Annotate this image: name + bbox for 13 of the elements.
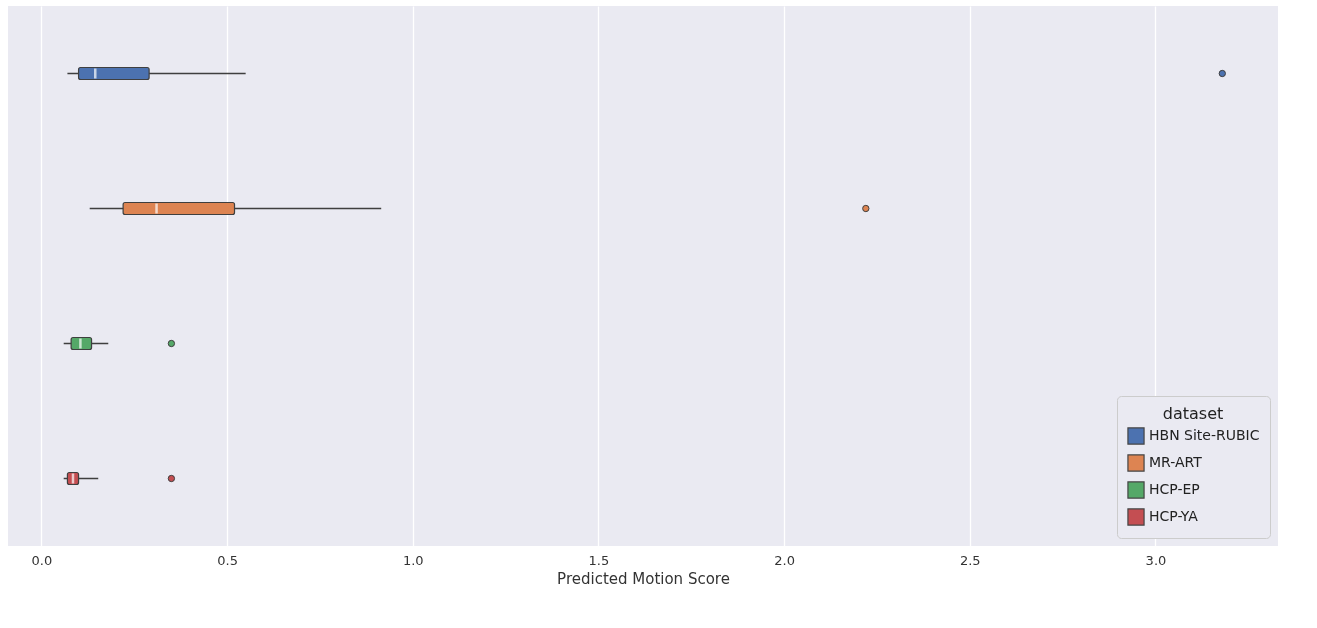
x-tick-label: 2.5	[959, 552, 981, 568]
legend-label: HBN Site-RUBIC	[1149, 427, 1260, 443]
x-tick-label: 1.0	[402, 552, 424, 568]
x-tick-label: 2.0	[774, 552, 795, 568]
x-tick-label: 0.5	[217, 552, 238, 568]
x-tick-label: 3.0	[1145, 552, 1167, 568]
legend-label: MR-ART	[1149, 454, 1203, 470]
legend-label: HCP-EP	[1149, 481, 1200, 497]
x-tick-label: 0.0	[31, 552, 53, 568]
legend-label: HCP-YA	[1149, 508, 1199, 524]
x-tick-label: 1.5	[588, 552, 610, 568]
x-axis-title: Predicted Motion Score	[557, 569, 730, 588]
legend-title: dataset	[1162, 404, 1224, 423]
